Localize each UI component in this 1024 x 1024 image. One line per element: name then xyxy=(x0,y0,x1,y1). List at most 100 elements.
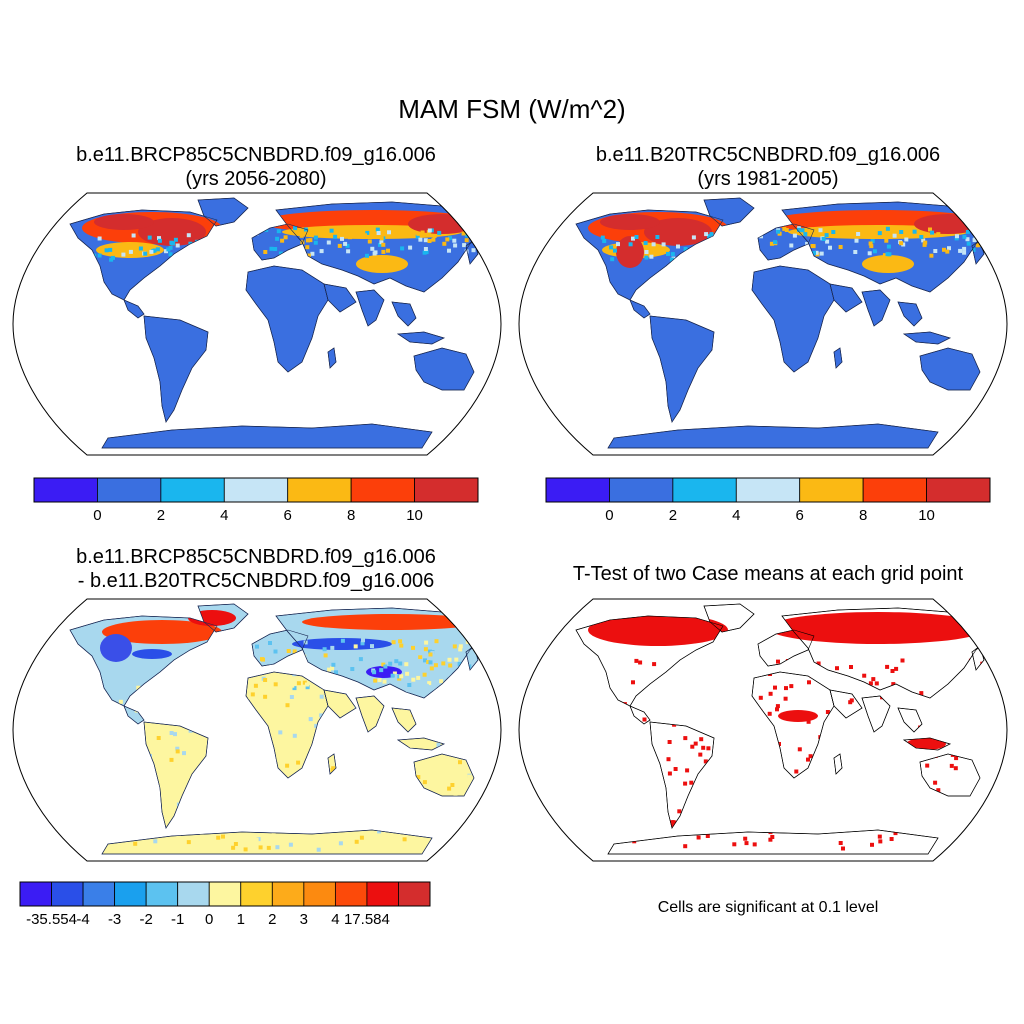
diff-cell xyxy=(330,746,335,751)
snow-cell xyxy=(416,231,421,236)
coast-newZealand xyxy=(485,791,497,813)
diff-cell xyxy=(133,793,138,798)
colorbar-difference-swatch xyxy=(114,881,147,907)
diff-cell xyxy=(157,762,162,767)
snow-cell xyxy=(885,226,890,231)
colorbar-difference-swatch xyxy=(334,881,368,907)
snow-cell xyxy=(763,226,768,231)
diff-cell xyxy=(107,721,112,726)
sig-cell xyxy=(632,786,637,791)
diff-cell xyxy=(323,653,328,658)
diff-cell xyxy=(405,671,410,676)
colorbar-difference-swatch xyxy=(303,881,336,907)
diff-cell xyxy=(457,661,462,666)
diff-cell xyxy=(471,641,476,646)
diff-cell xyxy=(258,845,263,850)
snow-cell xyxy=(694,249,699,254)
sig-cell xyxy=(720,804,725,809)
snow-cell xyxy=(812,251,816,255)
snow-cell xyxy=(919,235,924,239)
snow-cell xyxy=(773,240,778,245)
sig-cell xyxy=(691,702,696,707)
snow-cell xyxy=(386,248,390,253)
diff-na-positive xyxy=(102,620,222,644)
snow-cell xyxy=(374,234,379,239)
snow-cell xyxy=(800,228,805,233)
sig-cell xyxy=(920,789,925,794)
sig-cell xyxy=(807,680,811,685)
diff-cell xyxy=(424,683,429,688)
sig-cell xyxy=(608,832,613,837)
snow-cell xyxy=(293,226,298,231)
diff-cell xyxy=(366,821,371,826)
sig-cell xyxy=(699,782,704,787)
snow-cell xyxy=(319,249,324,254)
sig-cell xyxy=(744,841,749,846)
diff-cell xyxy=(447,711,451,716)
coast-southAmerica xyxy=(143,721,209,829)
snow-cell xyxy=(691,235,696,240)
diff-cell xyxy=(118,814,123,819)
diff-cell xyxy=(477,828,482,833)
diff-cell xyxy=(358,785,363,790)
diff-cell xyxy=(307,797,312,802)
coast-antarctica xyxy=(101,829,433,855)
diff-cell xyxy=(377,769,382,774)
map-ttest-significance xyxy=(518,598,1008,862)
sig-cell xyxy=(758,695,763,700)
diff-cell xyxy=(375,714,380,719)
sig-cell xyxy=(759,738,764,742)
diff-cell xyxy=(210,755,215,760)
sig-cell xyxy=(642,717,647,722)
colorbar-difference-label: -3 xyxy=(108,911,121,928)
sig-cell xyxy=(924,814,929,819)
diff-cell xyxy=(361,638,365,643)
snow-cell xyxy=(263,250,268,254)
snow-cell xyxy=(868,241,873,246)
sig-cell xyxy=(645,724,650,729)
snow-cell xyxy=(453,243,458,248)
snow-cell xyxy=(690,248,695,252)
snow-cell xyxy=(651,242,656,247)
sig-cell xyxy=(742,806,747,811)
sig-cell xyxy=(723,814,727,819)
snow-cell xyxy=(168,252,173,257)
diff-cell xyxy=(390,673,395,678)
diff-cell xyxy=(186,840,191,845)
snow-cell xyxy=(305,245,310,250)
diff-cell xyxy=(243,779,248,784)
snow-cell xyxy=(471,248,476,253)
diff-cell xyxy=(415,814,420,819)
diff-cell xyxy=(109,805,114,810)
coast-arabia xyxy=(829,689,863,719)
map-clip-group xyxy=(575,603,1003,855)
diff-cell xyxy=(415,785,420,790)
diff-cell xyxy=(161,828,166,833)
sig-cell xyxy=(955,688,960,693)
diff-cell xyxy=(394,659,399,664)
sig-cell xyxy=(825,710,830,714)
sig-cell xyxy=(918,798,923,803)
coast-europe xyxy=(251,223,309,261)
coast-newZealand xyxy=(485,385,497,407)
diff-cell xyxy=(231,845,236,850)
sig-cell xyxy=(860,744,865,749)
snowmelt-asia-east xyxy=(408,214,476,234)
land-arabia xyxy=(323,689,357,719)
sig-cell xyxy=(695,827,700,832)
map-clip-group xyxy=(575,197,1003,449)
diff-cell xyxy=(307,742,312,747)
diff-cell xyxy=(320,655,325,660)
sig-cell xyxy=(701,745,706,750)
colorbar-future-swatch xyxy=(287,477,352,503)
snow-cell xyxy=(821,237,826,241)
snow-cell xyxy=(379,236,384,241)
land-newZealand xyxy=(485,385,497,407)
colorbar-difference-label: -4 xyxy=(76,911,89,928)
sig-cell xyxy=(951,834,956,839)
diff-cell xyxy=(441,661,446,666)
sig-cell xyxy=(862,673,867,678)
diff-cell xyxy=(474,774,479,779)
sig-cell xyxy=(878,839,883,844)
diff-cell xyxy=(377,678,382,683)
